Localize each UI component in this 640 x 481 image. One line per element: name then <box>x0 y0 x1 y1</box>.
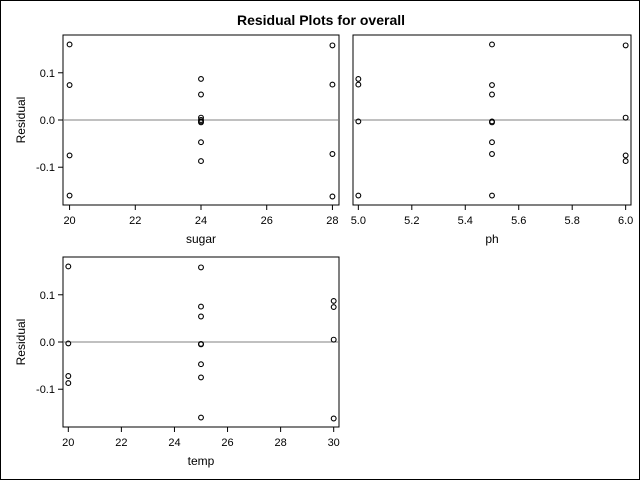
data-point <box>65 340 72 347</box>
y-tick-label: -0.1 <box>36 384 55 396</box>
data-point <box>330 415 337 422</box>
data-point <box>66 152 73 159</box>
data-point <box>198 374 204 381</box>
data-point <box>198 361 204 368</box>
y-tick-label: -0.1 <box>36 162 55 174</box>
data-point <box>622 114 629 121</box>
data-point <box>489 139 495 146</box>
x-tick-label: 20 <box>62 437 74 449</box>
data-point <box>198 139 204 146</box>
data-point <box>355 192 362 199</box>
data-point <box>489 151 495 157</box>
x-tick-label: 26 <box>261 215 273 227</box>
plot-panel-ph: 5.0 5.2 5.4 5.6 5.8 6.0 ph <box>351 34 633 246</box>
data-point <box>489 91 495 98</box>
x-axis-label: temp <box>188 454 215 468</box>
x-tick-label: 24 <box>168 437 180 449</box>
data-point <box>198 75 204 82</box>
data-point <box>355 118 362 125</box>
data-point <box>355 81 362 88</box>
y-axis-label: Residual <box>14 319 28 366</box>
x-tick-label: 5.2 <box>404 215 419 227</box>
data-point <box>489 118 495 125</box>
x-tick-label: 22 <box>115 437 127 449</box>
data-point <box>66 192 73 199</box>
x-tick-label: 20 <box>63 215 75 227</box>
data-point <box>66 82 73 89</box>
data-point <box>355 75 362 82</box>
x-tick-label: 24 <box>195 215 207 227</box>
data-point <box>489 41 495 48</box>
data-point <box>330 297 337 304</box>
data-point <box>330 336 337 343</box>
data-point <box>329 151 336 157</box>
data-point <box>329 81 336 88</box>
x-tick-label: 6.0 <box>618 215 633 227</box>
data-point <box>198 158 204 165</box>
x-tick-label: 22 <box>129 215 141 227</box>
data-point <box>66 41 73 48</box>
data-point <box>198 313 204 320</box>
x-tick-label: 5.8 <box>565 215 580 227</box>
chart-title: Residual Plots for overall <box>236 12 406 28</box>
x-tick-label: 30 <box>328 437 340 449</box>
data-point <box>622 158 629 165</box>
data-point <box>198 340 204 347</box>
y-axis-label: Residual <box>14 97 28 144</box>
data-point <box>198 118 204 125</box>
plot-panel-sugar: 20 22 24 26 28 -0.1 0.0 0.1 sugar Residual <box>14 34 340 246</box>
data-point <box>329 193 336 200</box>
x-tick-label: 26 <box>221 437 233 449</box>
x-tick-label: 5.4 <box>458 215 473 227</box>
data-point <box>622 42 629 49</box>
data-point <box>329 42 336 49</box>
x-axis-label: ph <box>485 232 498 246</box>
x-tick-label: 28 <box>274 437 286 449</box>
data-point <box>198 303 204 310</box>
y-tick-label: 0.0 <box>40 115 55 127</box>
data-point <box>489 82 495 89</box>
data-point <box>198 414 204 421</box>
data-point <box>330 304 337 311</box>
plot-panel-temp: 20 22 24 26 28 30 -0.1 0.0 0.1 temp Residual <box>14 256 340 468</box>
y-tick-label: 0.0 <box>40 337 55 349</box>
data-point <box>65 373 72 379</box>
x-tick-label: 5.0 <box>351 215 366 227</box>
data-point <box>65 263 72 270</box>
data-point <box>198 264 204 271</box>
data-point <box>65 380 72 387</box>
x-tick-label: 28 <box>326 215 338 227</box>
y-tick-label: 0.1 <box>40 68 55 80</box>
data-point <box>198 91 204 98</box>
data-point <box>622 152 629 159</box>
y-tick-label: 0.1 <box>40 290 55 302</box>
x-axis-label: sugar <box>186 232 216 246</box>
data-point <box>489 192 495 199</box>
x-tick-label: 5.6 <box>511 215 526 227</box>
